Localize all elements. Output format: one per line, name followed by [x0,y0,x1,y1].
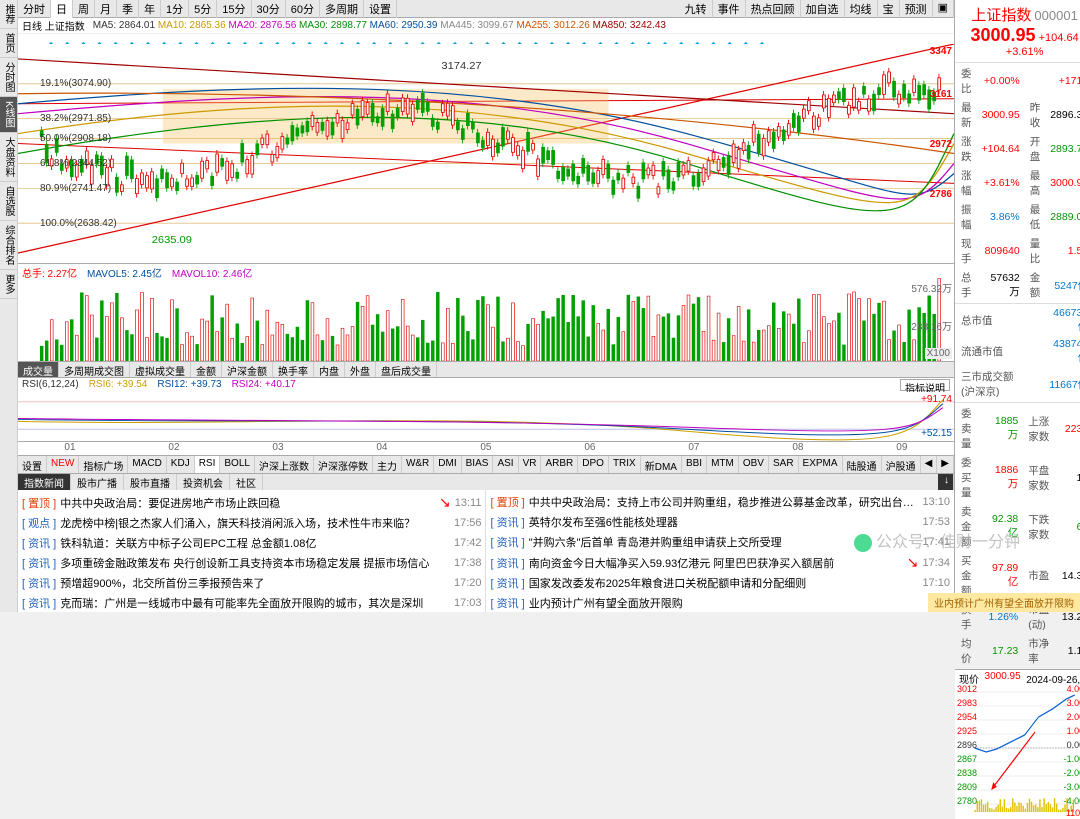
ind-ARBR[interactable]: ARBR [541,456,578,473]
ind-ASI[interactable]: ASI [493,456,518,473]
news-item[interactable]: [ 资讯 ]业内预计广州有望全面放开限购 [490,593,949,612]
ind-VR[interactable]: VR [519,456,542,473]
period-tab-60分[interactable]: 60分 [286,0,320,18]
leftnav-0[interactable]: 推荐 [0,0,17,29]
ind-DMI[interactable]: DMI [434,456,461,473]
ind-沪股通[interactable]: 沪股通 [882,456,921,473]
ind-BOLL[interactable]: BOLL [220,456,255,473]
ind-OBV[interactable]: OBV [739,456,769,473]
newstab-投资机会[interactable]: 投资机会 [177,474,230,490]
subtab-多周期成交图[interactable]: 多周期成交图 [59,362,130,377]
leftnav-3[interactable]: K线图 [0,97,17,133]
date-axis: 010203040506070809 [18,442,954,456]
news-item[interactable]: [ 资讯 ]多项重磅金融政策发布 央行创设新工具支持资本市场稳定发展 提振市场信… [22,553,481,573]
news-item[interactable]: [ 资讯 ]南向资金今日大幅净买入59.93亿港元 阿里巴巴获净买入额居前↘17… [490,552,949,573]
ind-EXPMA[interactable]: EXPMA [799,456,843,473]
top-toolbar: 分时日周月季年1分5分15分30分60分多周期设置 九转事件热点回顾加自选均线宝… [18,0,954,18]
ind-KDJ[interactable]: KDJ [167,456,195,473]
newstab-股市广播[interactable]: 股市广播 [71,474,124,490]
svg-text:3174.27: 3174.27 [441,60,481,71]
period-tab-1分[interactable]: 1分 [161,0,189,18]
newstab-社区[interactable]: 社区 [230,474,263,490]
subtab-虚拟成交量[interactable]: 虚拟成交量 [130,362,191,377]
period-tab-多周期[interactable]: 多周期 [320,0,364,18]
newstab-指数新闻[interactable]: 指数新闻 [18,474,71,490]
period-tab-月[interactable]: 月 [95,0,117,18]
news-item[interactable]: [ 置顶 ]中共中央政治局：支持上市公司并购重组，稳步推进公募基金改革，研究出台… [490,492,949,512]
mini-intraday-chart[interactable]: 现价 3000.95 2024-09-26,四 3012298329542925… [955,669,1080,819]
ma-indicator-line: 日线 上证指数 MA5: 2864.01 MA10: 2865.36 MA20:… [18,18,954,34]
index-header: 上证指数 000001 3000.95 +104.64 +3.61% [955,0,1080,63]
period-tab-5分[interactable]: 5分 [189,0,217,18]
subtab-内盘[interactable]: 内盘 [314,362,345,377]
leftnav-6[interactable]: 综合排名 [0,221,17,270]
ind-主力[interactable]: 主力 [373,456,402,473]
news-tabs: 指数新闻股市广播股市直播投资机会社区 ↓ [18,474,954,490]
volume-subtabs: 成交量多周期成交图虚拟成交量金额沪深金额换手率内盘外盘盘后成交量 [18,362,954,378]
period-tab-周[interactable]: 周 [73,0,95,18]
chart-title: 日线 上证指数 [22,18,85,33]
ind-沪深上涨数[interactable]: 沪深上涨数 [255,456,314,473]
news-item[interactable]: [ 置顶 ]中共中央政治局：要促进房地产市场止跌回稳↘13:11 [22,492,481,513]
leftnav-1[interactable]: 首页 [0,29,17,58]
quote-panel: 上证指数 000001 3000.95 +104.64 +3.61% 委比+0.… [954,0,1080,612]
rtool-宝[interactable]: 宝 [878,0,900,18]
leftnav-2[interactable]: 分时图 [0,58,17,97]
period-tab-分时[interactable]: 分时 [18,0,51,18]
subtab-成交量[interactable]: 成交量 [18,362,59,377]
period-tab-设置[interactable]: 设置 [364,0,397,18]
news-item[interactable]: [ 资讯 ]铁科轨道：关联方中标子公司EPC工程 总金额1.08亿17:42 [22,533,481,553]
ind-MTM[interactable]: MTM [707,456,739,473]
indicator-tabs: 设置NEW指标广场MACDKDJRSIBOLL沪深上涨数沪深涨停数主力W&RDM… [18,456,954,474]
rtool-均线[interactable]: 均线 [845,0,878,18]
period-tab-季[interactable]: 季 [117,0,139,18]
ind-新DMA[interactable]: 新DMA [641,456,682,473]
candlestick-chart[interactable]: 3174.272635.09 19.1%(3074.90)38.2%(2971.… [18,44,954,264]
rsi-chart[interactable]: +91.74 +52.15 [18,392,954,442]
ind-沪深涨停数[interactable]: 沪深涨停数 [314,456,373,473]
news-panel: [ 置顶 ]中共中央政治局：要促进房地产市场止跌回稳↘13:11[ 观点 ]龙虎… [18,490,954,612]
leftnav-5[interactable]: 自选股 [0,182,17,221]
ind-DPO[interactable]: DPO [578,456,609,473]
leftnav-4[interactable]: 大盘资料 [0,133,17,182]
ind-MACD[interactable]: MACD [128,456,166,473]
subtab-换手率[interactable]: 换手率 [273,362,314,377]
ind-BBI[interactable]: BBI [682,456,707,473]
period-tab-30分[interactable]: 30分 [252,0,286,18]
subtab-外盘[interactable]: 外盘 [345,362,376,377]
period-tab-15分[interactable]: 15分 [217,0,251,18]
subtab-金额[interactable]: 金额 [191,362,222,377]
news-item[interactable]: [ 资讯 ]预增超900%，北交所首份三季报预告来了17:20 [22,573,481,593]
watermark: 公众号：佳财一分钟 [854,528,1020,552]
rsi-indicator-line: RSI(6,12,24)RSI6: +39.54RSI12: +39.73RSI… [18,378,954,392]
ind-W&R[interactable]: W&R [402,456,434,473]
news-collapse[interactable]: ↓ [938,474,954,490]
leftnav-7[interactable]: 更多 [0,270,17,299]
subtab-沪深金额[interactable]: 沪深金额 [222,362,273,377]
rtool-加自选[interactable]: 加自选 [801,0,845,18]
ind-陆股通[interactable]: 陆股通 [843,456,882,473]
rtool-事件[interactable]: 事件 [713,0,746,18]
period-tab-年[interactable]: 年 [139,0,161,18]
rtool-热点回顾[interactable]: 热点回顾 [746,0,801,18]
indicator-help-button[interactable]: 指标说明 [900,379,950,391]
volume-chart[interactable]: 576.32万 288.16万 X100 [18,278,954,362]
news-ticker: 业内预计广州有望全面放开限购 [928,593,1080,612]
news-item[interactable]: [ 资讯 ]克而瑞：广州是一线城市中最有可能率先全面放开限购的城市，其次是深圳1… [22,593,481,612]
ind-BIAS[interactable]: BIAS [462,456,494,473]
newstab-股市直播[interactable]: 股市直播 [124,474,177,490]
period-tab-日[interactable]: 日 [51,0,73,18]
ind-RSI[interactable]: RSI [195,456,221,473]
ind-TRIX[interactable]: TRIX [609,456,641,473]
rtool-▣[interactable]: ▣ [933,0,954,18]
subtab-盘后成交量[interactable]: 盘后成交量 [376,362,437,377]
svg-text:2635.09: 2635.09 [152,235,192,246]
rtool-预测[interactable]: 预测 [900,0,933,18]
news-item[interactable]: [ 资讯 ]国家发改委发布2025年粮食进口关税配额申请和分配细则17:10 [490,573,949,593]
news-item[interactable]: [ 观点 ]龙虎榜中榜|银之杰家人们涌入，旗天科技消闲派入场，技术性牛市来临？1… [22,513,481,533]
rtool-九转[interactable]: 九转 [680,0,713,18]
ind-SAR[interactable]: SAR [769,456,799,473]
